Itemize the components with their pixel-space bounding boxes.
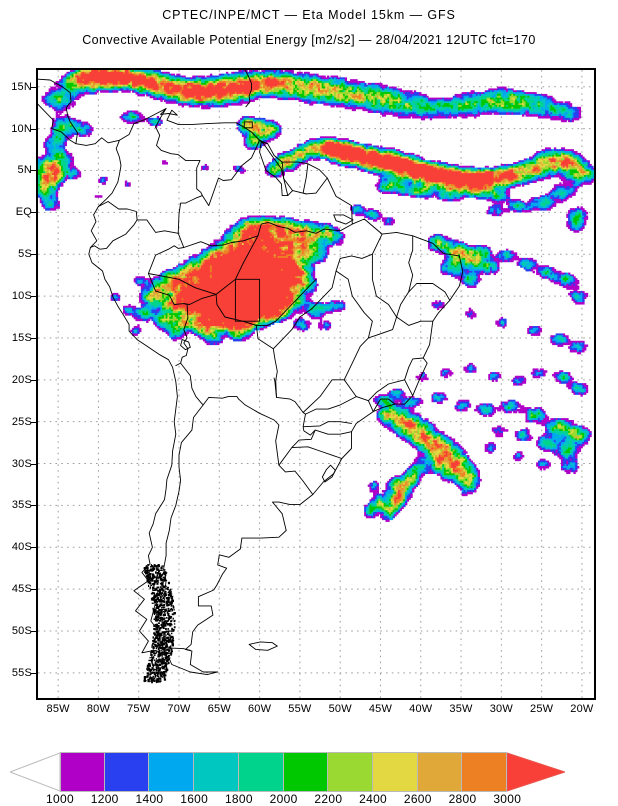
x-tick-label: 75W: [119, 703, 159, 715]
y-tick-label: 5N: [0, 164, 32, 176]
y-tick-label: 10S: [0, 290, 32, 302]
colorbar-cells: [60, 752, 507, 792]
patagonia-islands: [143, 564, 176, 683]
colorbar-cell: [373, 752, 418, 792]
y-tick-label: 15N: [0, 81, 32, 93]
colorbar-cell: [105, 752, 150, 792]
y-tick-label: EQ: [0, 206, 32, 218]
cape-field: [38, 70, 594, 522]
colorbar-over-arrow: [507, 752, 565, 792]
colorbar-cell: [418, 752, 463, 792]
coastline: [303, 164, 308, 194]
coastline: [315, 430, 351, 434]
colorbar-tick-label: 1600: [171, 792, 217, 806]
colorbar-cell: [462, 752, 507, 792]
colorbar-tick-label: 2000: [261, 792, 307, 806]
colorbar-over-arrow-wrap: [507, 752, 565, 792]
coastline: [181, 363, 279, 465]
x-tick-label: 30W: [481, 703, 521, 715]
x-tick-label: 35W: [441, 703, 481, 715]
x-tick-label: 80W: [78, 703, 118, 715]
x-tick-label: 55W: [280, 703, 320, 715]
colorbar-tick-label: 1400: [126, 792, 172, 806]
coastline: [137, 220, 178, 233]
y-tick-label: 35S: [0, 499, 32, 511]
x-tick-label: 65W: [199, 703, 239, 715]
coastline: [304, 422, 352, 427]
coastline: [306, 397, 357, 415]
x-tick-label: 20W: [562, 703, 602, 715]
colorbar-cell: [328, 752, 373, 792]
y-tick-label: 50S: [0, 625, 32, 637]
y-tick-label: 15S: [0, 332, 32, 344]
x-tick-label: 50W: [320, 703, 360, 715]
x-tick-label: 45W: [360, 703, 400, 715]
colorbar-tick-label: 1000: [37, 792, 83, 806]
colorbar-cell: [194, 752, 239, 792]
chart-title: CPTEC/INPE/MCT — Eta Model 15km — GFS: [0, 8, 618, 22]
colorbar-cell: [284, 752, 329, 792]
coastline: [322, 465, 335, 482]
x-tick-label: 85W: [38, 703, 78, 715]
colorbar-tick-label: 2400: [350, 792, 396, 806]
coastline: [292, 447, 342, 459]
chart-subtitle: Convective Available Potential Energy [m…: [0, 33, 618, 47]
colorbar-under-arrow: [10, 752, 60, 792]
coastline: [409, 236, 413, 292]
colorbar-cell: [239, 752, 284, 792]
coastline: [372, 254, 396, 317]
coastline: [334, 215, 353, 224]
colorbar-cell: [149, 752, 194, 792]
colorbar-tick-label: 2600: [395, 792, 441, 806]
map-plot-area[interactable]: [36, 68, 596, 700]
colorbar-tick-label: 2800: [440, 792, 486, 806]
colorbar-cell: [60, 752, 105, 792]
coastline: [249, 642, 277, 650]
x-tick-label: 70W: [159, 703, 199, 715]
colorbar-tick-label: 2200: [305, 792, 351, 806]
y-tick-label: 5S: [0, 248, 32, 260]
colorbar-tick-label: 1200: [82, 792, 128, 806]
y-tick-label: 40S: [0, 541, 32, 553]
y-tick-label: 10N: [0, 123, 32, 135]
colorbar-tick-label: 3000: [484, 792, 530, 806]
y-tick-label: 25S: [0, 416, 32, 428]
y-tick-label: 20S: [0, 374, 32, 386]
coastline: [397, 317, 433, 325]
map-canvas: [38, 70, 594, 698]
coastline: [303, 271, 372, 413]
x-tick-label: 40W: [401, 703, 441, 715]
x-tick-label: 25W: [522, 703, 562, 715]
y-tick-label: 55S: [0, 667, 32, 679]
y-tick-label: 45S: [0, 583, 32, 595]
colorbar-tick-label: 1800: [216, 792, 262, 806]
y-tick-label: 30S: [0, 458, 32, 470]
x-tick-label: 60W: [240, 703, 280, 715]
coastline: [344, 380, 368, 401]
